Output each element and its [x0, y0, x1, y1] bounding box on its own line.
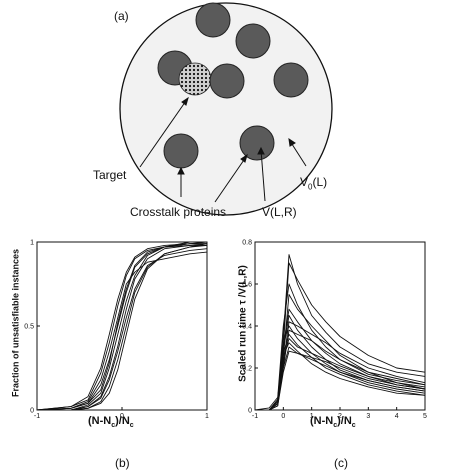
panel-a-label: (a): [114, 9, 129, 23]
v0-main: V: [300, 175, 309, 189]
x-tick-label: 0: [120, 413, 124, 420]
panel-a-diagram: [119, 2, 333, 216]
chart-b: -1 0 100.51: [24, 240, 209, 421]
chart-c-ylabel: Scaled run time τ /V(L,R): [237, 265, 249, 382]
series-line-7: [37, 248, 208, 411]
crosstalk-protein: [163, 133, 199, 169]
x-tick-label: 1: [205, 413, 209, 420]
y-tick-label: 0.8: [242, 240, 252, 247]
series-line-13: [255, 350, 426, 411]
crosstalk-label: Crosstalk proteins: [130, 205, 227, 219]
chart-b-xlabel: (N-Nc)/Nc: [88, 415, 134, 430]
y-tick-label: 0: [30, 408, 34, 415]
v-label: V(L,R): [262, 205, 297, 219]
y-tick-label: 0: [248, 408, 252, 415]
annotation-arrows: [139, 96, 307, 203]
v0-label: V0(L): [300, 175, 327, 191]
crosstalk-protein: [209, 63, 245, 99]
crosstalk-protein: [195, 2, 231, 38]
series-line-4: [36, 251, 208, 411]
crosstalk-protein: [235, 23, 271, 59]
y-tick-label: 0.5: [24, 324, 34, 331]
y-tick-label: 0.4: [242, 324, 252, 331]
y-tick-label: 0.6: [242, 282, 252, 289]
x-tick-label: 3: [366, 413, 370, 420]
crosstalk-protein: [273, 62, 309, 98]
series-line-12: [255, 346, 426, 411]
crosstalk-protein: [239, 125, 275, 161]
series-line-7: [255, 325, 426, 411]
x-tick-label: 0: [281, 413, 285, 420]
chart-c: -1 0 1 2 3 4 500.20.40.60.8: [242, 240, 427, 421]
chart-c-xlabel: (N-Nc)/Nc: [310, 415, 356, 430]
panel-b-label: (b): [115, 456, 130, 470]
x-tick-label: 5: [423, 413, 427, 420]
x-tick-label: 1: [310, 413, 314, 420]
x-tick-label: 4: [395, 413, 399, 420]
series-line-3: [255, 294, 426, 411]
target-protein: [178, 62, 212, 96]
x-tick-label: -1: [252, 413, 258, 420]
series-line-11: [255, 342, 426, 411]
panel-c-label: (c): [334, 456, 348, 470]
target-label: Target: [93, 168, 127, 182]
v0-sub: 0: [308, 182, 313, 192]
series-line-9: [37, 243, 208, 411]
chart-b-ylabel: Fraction of unsatisfiable instances: [10, 248, 21, 398]
y-tick-label: 0.2: [242, 366, 252, 373]
v0-tail: (L): [312, 175, 328, 189]
series-line-6: [36, 243, 207, 411]
y-tick-label: 1: [30, 240, 34, 247]
x-tick-label: -1: [34, 413, 40, 420]
x-tick-label: 2: [338, 413, 342, 420]
series-line-8: [36, 243, 207, 411]
